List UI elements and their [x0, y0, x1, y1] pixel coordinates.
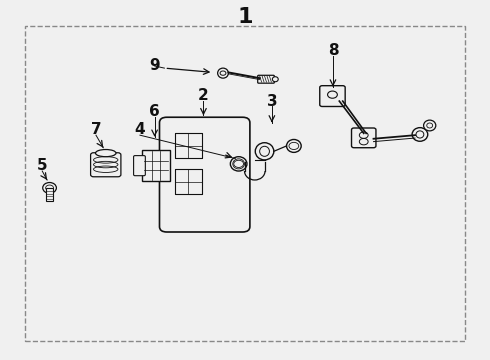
Text: 6: 6 — [149, 104, 160, 120]
Text: 8: 8 — [328, 44, 338, 58]
Ellipse shape — [412, 128, 428, 141]
Ellipse shape — [218, 68, 228, 78]
Text: 3: 3 — [267, 94, 277, 109]
Ellipse shape — [96, 149, 116, 157]
FancyBboxPatch shape — [91, 153, 121, 177]
Ellipse shape — [255, 143, 274, 160]
Bar — [174, 134, 201, 158]
FancyBboxPatch shape — [320, 86, 345, 107]
FancyBboxPatch shape — [258, 75, 274, 83]
Bar — [174, 169, 201, 194]
Text: 5: 5 — [37, 158, 48, 173]
FancyBboxPatch shape — [142, 150, 170, 181]
Bar — [25, 26, 465, 341]
FancyBboxPatch shape — [351, 128, 376, 148]
Text: 1: 1 — [237, 7, 253, 27]
Text: 7: 7 — [91, 122, 101, 137]
Text: 9: 9 — [149, 58, 160, 73]
Text: 4: 4 — [135, 122, 145, 137]
Text: 2: 2 — [198, 88, 209, 103]
Ellipse shape — [43, 183, 56, 193]
Bar — [46, 188, 53, 201]
Ellipse shape — [272, 77, 278, 82]
FancyBboxPatch shape — [159, 117, 250, 232]
Ellipse shape — [230, 157, 247, 171]
Ellipse shape — [287, 139, 301, 152]
Ellipse shape — [423, 120, 436, 131]
FancyBboxPatch shape — [134, 156, 146, 176]
